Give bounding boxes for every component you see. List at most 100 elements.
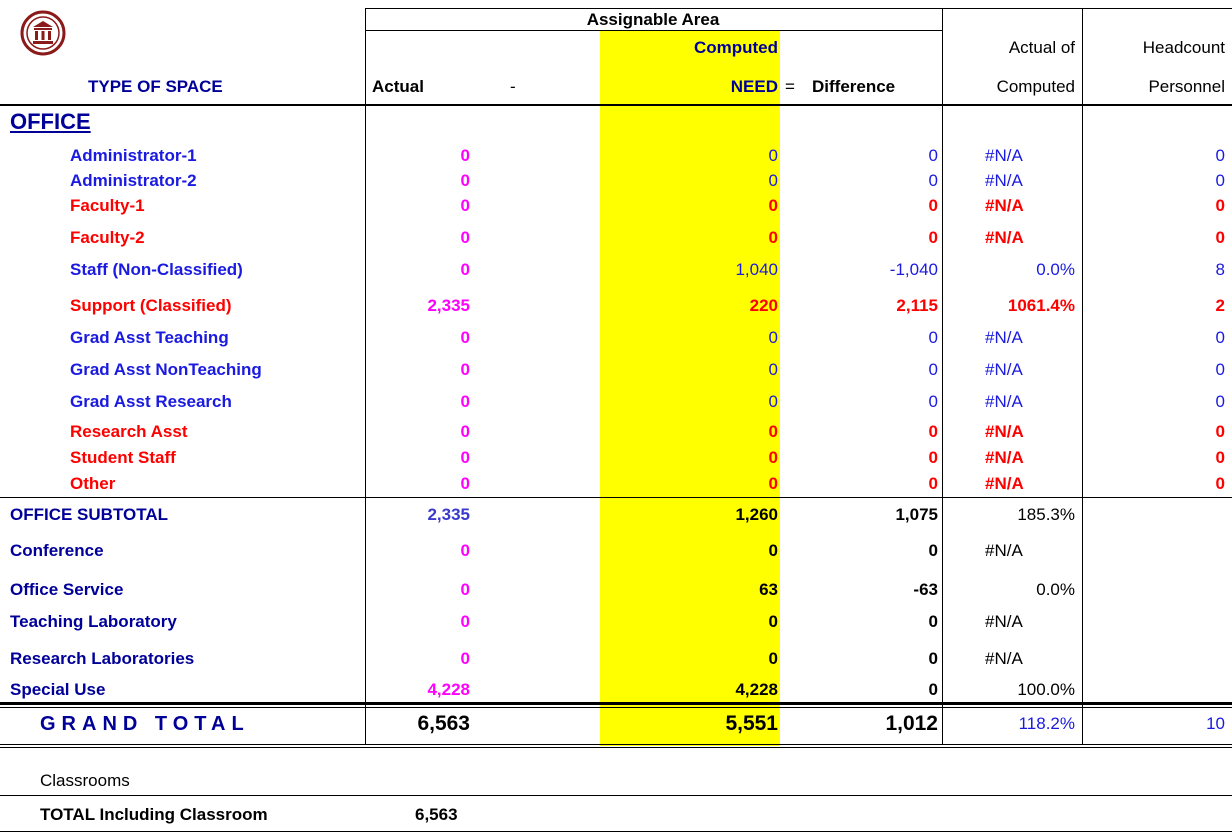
- difference: 0: [928, 448, 938, 467]
- row-label: Faculty-2: [70, 228, 145, 247]
- actual: 0: [460, 328, 470, 347]
- header-computed2: Computed: [996, 77, 1075, 96]
- difference: 0: [928, 228, 938, 247]
- pct: 0.0%: [1036, 580, 1075, 599]
- computed: 5,551: [725, 712, 778, 735]
- headcount: 0: [1215, 171, 1225, 190]
- pct: #N/A: [985, 228, 1024, 247]
- row-label: Grad Asst NonTeaching: [70, 360, 262, 379]
- actual: 0: [460, 448, 470, 467]
- actual: 0: [460, 360, 470, 379]
- headcount: 0: [1215, 448, 1225, 467]
- difference: 0: [928, 146, 938, 165]
- difference: 0: [928, 680, 938, 699]
- pct: 100.0%: [1017, 680, 1075, 699]
- computed: 0: [768, 649, 778, 668]
- computed: 0: [768, 448, 778, 467]
- rule: [0, 702, 1232, 705]
- row-label: Other: [70, 474, 116, 493]
- rule: [365, 8, 1232, 9]
- pct: #N/A: [985, 448, 1024, 467]
- header-actual-of: Actual of: [1008, 38, 1075, 57]
- total-value: 6,563: [415, 805, 458, 824]
- header-need: NEED: [730, 77, 778, 96]
- rule: [0, 497, 1232, 498]
- computed: 0: [768, 612, 778, 631]
- computed: 0: [768, 422, 778, 441]
- actual: 0: [460, 541, 470, 560]
- difference: 0: [928, 474, 938, 493]
- actual: 0: [460, 146, 470, 165]
- logo: [20, 10, 66, 56]
- computed: 4,228: [735, 680, 778, 699]
- row-label: Administrator-2: [70, 171, 197, 190]
- difference: 0: [928, 392, 938, 411]
- row-label: Conference: [10, 541, 104, 560]
- computed: 0: [768, 360, 778, 379]
- computed: 0: [768, 146, 778, 165]
- actual: 0: [460, 392, 470, 411]
- headcount: 0: [1215, 196, 1225, 215]
- difference: 0: [928, 328, 938, 347]
- actual: 0: [460, 474, 470, 493]
- header-computed: Computed: [693, 38, 778, 57]
- pct: #N/A: [985, 422, 1024, 441]
- actual: 0: [460, 612, 470, 631]
- actual: 6,563: [417, 712, 470, 735]
- pct: #N/A: [985, 360, 1023, 379]
- computed: 0: [768, 474, 778, 493]
- pct: #N/A: [985, 146, 1023, 165]
- rule: [0, 707, 1232, 708]
- computed: 0: [768, 228, 778, 247]
- pct: #N/A: [985, 196, 1024, 215]
- header-personnel: Personnel: [1148, 77, 1225, 96]
- row-label: Grad Asst Teaching: [70, 328, 229, 347]
- row-label: Administrator-1: [70, 146, 197, 165]
- pct: #N/A: [985, 474, 1024, 493]
- difference: -63: [913, 580, 938, 599]
- pct: #N/A: [985, 171, 1023, 190]
- difference: 0: [928, 612, 938, 631]
- row-label: OFFICE SUBTOTAL: [10, 505, 169, 524]
- header-headcount: Headcount: [1142, 38, 1225, 57]
- col-line: [1082, 8, 1083, 745]
- headcount: 8: [1215, 260, 1225, 279]
- actual: 2,335: [427, 505, 470, 524]
- computed: 1,260: [735, 505, 778, 524]
- pct: #N/A: [985, 541, 1023, 560]
- header-minus: -: [510, 77, 516, 96]
- rule: [0, 795, 1232, 796]
- row-label: Support (Classified): [70, 296, 232, 315]
- difference: 0: [928, 422, 938, 441]
- computed: 63: [759, 580, 778, 599]
- row-label: Grad Asst Research: [70, 392, 232, 411]
- actual: 0: [460, 196, 470, 215]
- header-actual: Actual: [372, 77, 424, 96]
- headcount: 0: [1215, 474, 1225, 493]
- header-equals: =: [785, 77, 795, 96]
- row-label: Office Service: [10, 580, 124, 599]
- computed: 0: [768, 392, 778, 411]
- section-title: OFFICE: [10, 109, 91, 134]
- computed: 220: [749, 296, 778, 315]
- headcount: 0: [1215, 360, 1225, 379]
- difference: -1,040: [889, 260, 938, 279]
- headcount: 2: [1215, 296, 1225, 315]
- pct: 185.3%: [1017, 505, 1075, 524]
- row-label: Faculty-1: [70, 196, 145, 215]
- row-label: Teaching Laboratory: [10, 612, 177, 631]
- pct: #N/A: [985, 612, 1023, 631]
- col-line: [942, 8, 943, 745]
- row-label: Staff (Non-Classified): [70, 260, 243, 279]
- header-difference: Difference: [812, 77, 896, 96]
- row-label: Student Staff: [70, 448, 176, 467]
- total-label: TOTAL Including Classroom: [40, 805, 268, 824]
- grand-total-label: GRAND TOTAL: [40, 713, 250, 735]
- row-label: Research Asst: [70, 422, 188, 441]
- computed: 0: [768, 196, 778, 215]
- headcount: 0: [1215, 422, 1225, 441]
- actual: 0: [460, 171, 470, 190]
- actual: 4,228: [427, 680, 470, 699]
- headcount: 0: [1215, 328, 1225, 347]
